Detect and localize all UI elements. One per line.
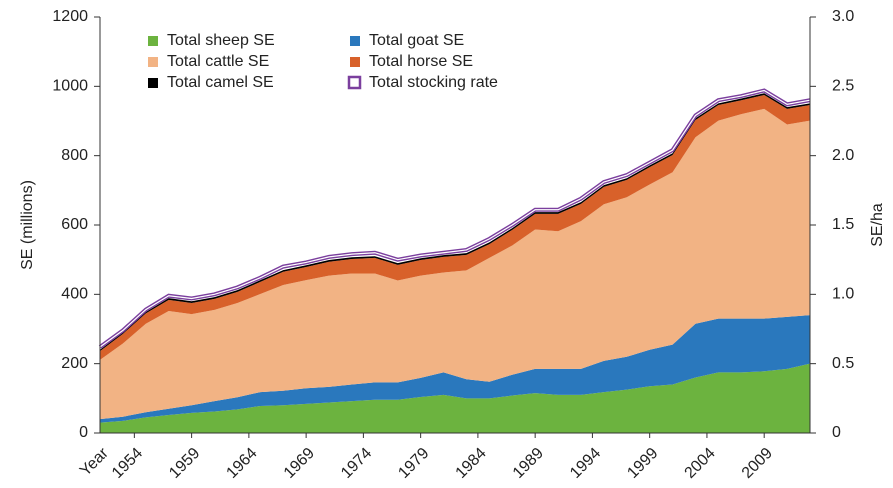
x-tick-label: 2004	[682, 445, 719, 482]
x-tick-label: 1999	[624, 445, 661, 482]
x-tick-label: 1984	[453, 445, 490, 482]
legend-label: Total camel SE	[167, 74, 274, 91]
area	[100, 363, 810, 433]
legend-label: Total cattle SE	[167, 53, 269, 70]
y2-tick-label: 0	[832, 424, 841, 441]
area	[100, 315, 810, 423]
legend-marker	[350, 36, 360, 46]
legend-marker	[347, 75, 362, 90]
y-tick-label: 1000	[52, 78, 88, 95]
y-tick-label: 200	[61, 355, 88, 372]
legend-marker	[350, 57, 360, 67]
y2-tick-label: 2.0	[832, 147, 854, 164]
x-tick-label: 1974	[338, 445, 375, 482]
y-tick-label: 800	[61, 147, 88, 164]
area	[100, 108, 810, 420]
legend-label: Total sheep SE	[167, 32, 275, 49]
legend-marker	[148, 78, 158, 88]
x-axis-title: Year	[77, 444, 112, 479]
x-tick-label: 2009	[739, 445, 776, 482]
legend-marker	[148, 57, 158, 67]
legend-label: Total goat SE	[369, 32, 464, 49]
y2-axis-title: SE/ha	[869, 203, 886, 247]
y2-tick-label: 1.0	[832, 286, 854, 303]
x-tick-label: 1964	[223, 445, 260, 482]
y2-tick-label: 2.5	[832, 78, 854, 95]
y2-tick-label: 0.5	[832, 355, 854, 372]
y-tick-label: 600	[61, 216, 88, 233]
y2-tick-label: 3.0	[832, 8, 854, 25]
legend-label: Total horse SE	[369, 53, 473, 70]
x-tick-label: 1979	[395, 445, 432, 482]
legend-label: Total stocking rate	[369, 74, 498, 91]
x-tick-label: 1989	[510, 445, 547, 482]
y-tick-label: 0	[79, 424, 88, 441]
y-tick-label: 1200	[52, 8, 88, 25]
x-tick-label: 1959	[166, 445, 203, 482]
legend-marker	[148, 36, 158, 46]
x-tick-label: 1994	[567, 445, 604, 482]
y-axis-title: SE (millions)	[19, 180, 36, 270]
line-inner	[99, 89, 811, 348]
y-tick-label: 400	[61, 286, 88, 303]
x-tick-label: 1954	[109, 445, 146, 482]
x-tick-label: 1969	[281, 445, 318, 482]
y2-tick-label: 1.5	[832, 216, 854, 233]
